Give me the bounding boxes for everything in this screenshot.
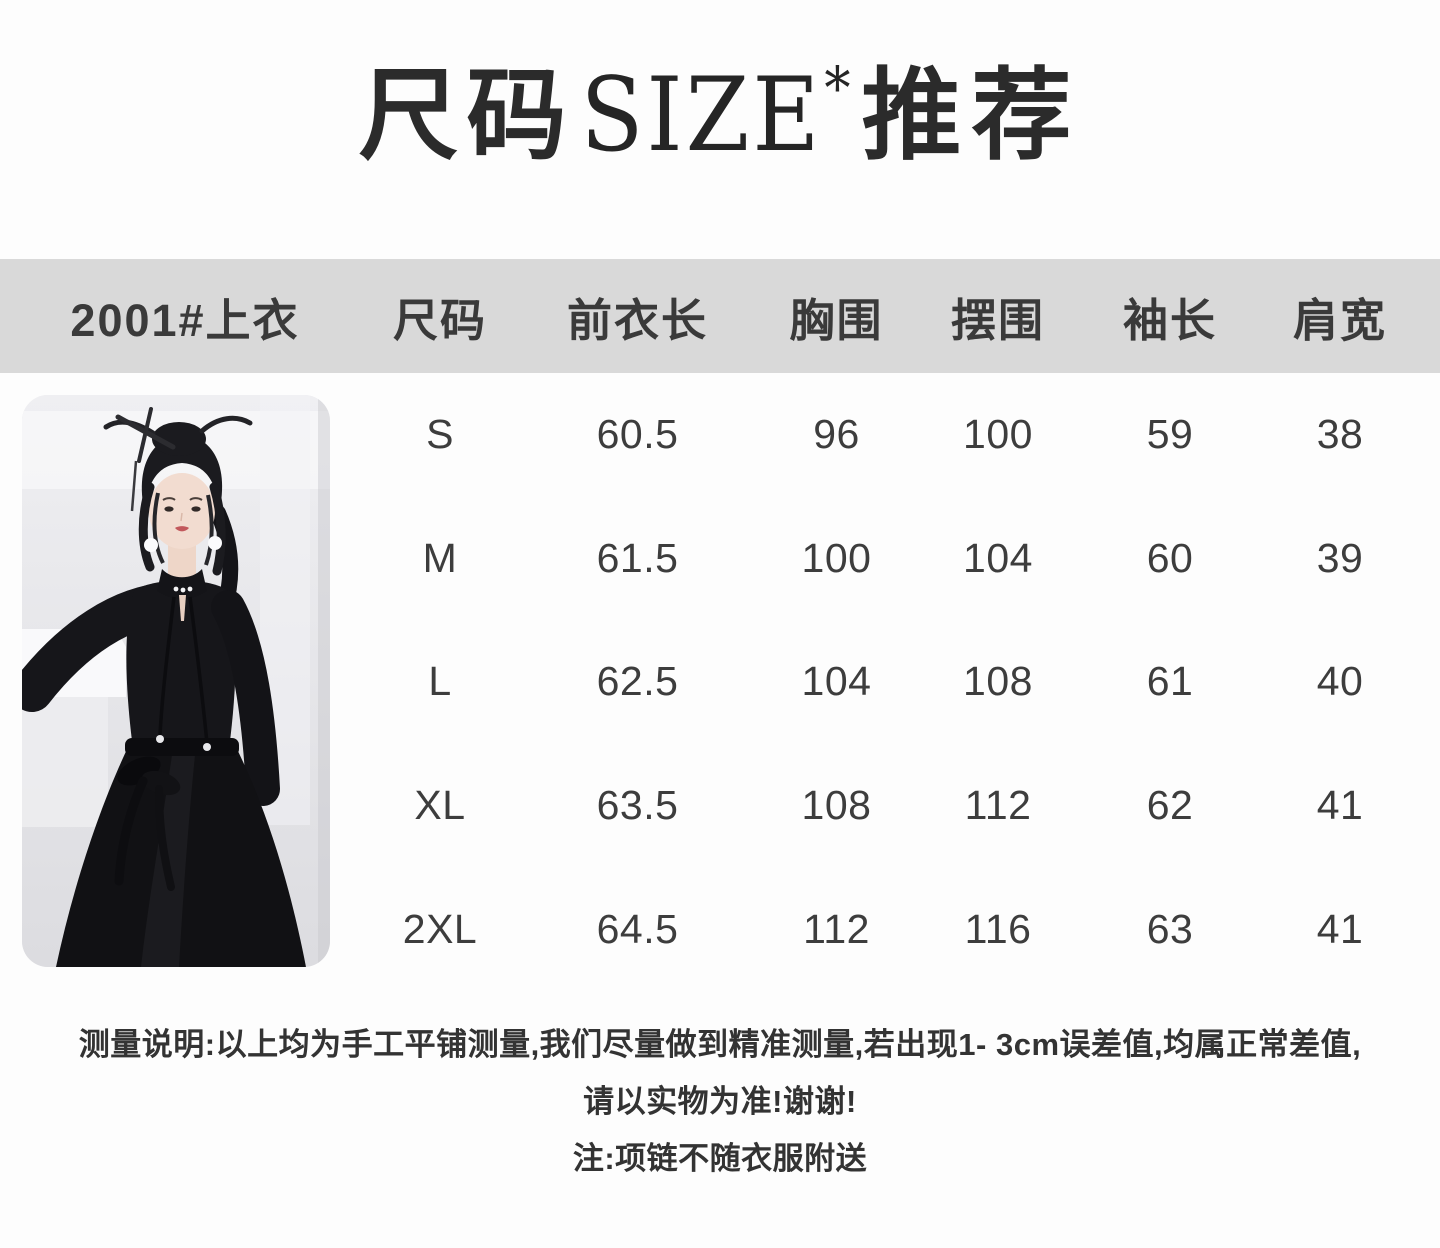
size-cell: L [428,658,452,705]
table-row: S 60.5 96 100 59 38 [370,373,1440,497]
table-row: M 61.5 100 104 60 39 [370,497,1440,621]
size-cell: M [422,534,458,581]
bust-cell: 96 [813,411,860,458]
sleeve-cell: 61 [1146,658,1194,705]
title-zh-right: 推荐 [861,60,1082,172]
table-header-row: 2001#上衣 尺码 前衣长 胸围 摆围 袖长 肩宽 [0,259,1440,373]
product-photo [22,395,330,967]
header-col-bust: 胸围 [789,294,884,346]
header-col-hem: 摆围 [950,294,1045,346]
header-col-sleeve: 袖长 [1122,294,1217,346]
front-length-cell: 61.5 [596,534,679,581]
shoulder-cell: 38 [1316,411,1364,458]
size-cell: 2XL [402,905,478,952]
table-row: XL 63.5 108 112 62 41 [370,744,1440,868]
shoulder-cell: 41 [1316,782,1364,829]
header-col-size: 尺码 [392,294,487,346]
shoulder-cell: 41 [1316,905,1364,952]
hem-cell: 104 [963,534,1033,581]
hem-cell: 116 [964,905,1032,952]
sleeve-cell: 60 [1146,534,1194,581]
sleeve-cell: 63 [1146,905,1194,952]
note-line-3: 注:项链不随衣服附送 [572,1141,868,1176]
front-length-cell: 64.5 [596,905,679,952]
title-zh-left: 尺码 [358,60,575,172]
front-length-cell: 63.5 [596,782,679,829]
size-cell: XL [414,782,466,829]
bust-cell: 100 [801,534,872,581]
size-cell: S [426,411,454,458]
table-row: L 62.5 104 108 61 40 [370,620,1440,744]
measurement-notes: 测量说明:以上均为手工平铺测量,我们尽量做到精准测量,若出现1- 3cm误差值,… [0,1016,1440,1187]
sleeve-cell: 59 [1146,411,1194,458]
table-body: S 60.5 96 100 59 38 M 61.5 100 104 60 39… [0,373,1440,991]
hem-cell: 112 [964,782,1032,829]
title-latin: SIZE* [581,59,854,167]
front-length-cell: 60.5 [596,411,679,458]
shoulder-cell: 39 [1316,534,1364,581]
bust-cell: 108 [801,782,872,829]
hem-cell: 108 [963,658,1033,705]
header-col-front-length: 前衣长 [566,294,708,346]
page-title: 尺码 SIZE* 推荐 [0,36,1440,196]
table-row: 2XL 64.5 112 116 63 41 [370,867,1440,991]
note-line-1: 测量说明:以上均为手工平铺测量,我们尽量做到精准测量,若出现1- 3cm误差值,… [78,1027,1362,1062]
hem-cell: 100 [963,411,1033,458]
measurement-rows: S 60.5 96 100 59 38 M 61.5 100 104 60 39… [370,373,1440,991]
photo-column [0,373,370,991]
bust-cell: 112 [803,905,870,952]
header-col-shoulder: 肩宽 [1292,294,1387,346]
shoulder-cell: 40 [1316,658,1364,705]
model-photo-illustration [22,395,330,967]
note-line-2: 请以实物为准!谢谢! [583,1084,857,1119]
bust-cell: 104 [801,658,872,705]
front-length-cell: 62.5 [596,658,679,705]
title-latin-word: SIZE [580,56,823,175]
title-asterisk: * [824,54,854,122]
sleeve-cell: 62 [1146,782,1194,829]
header-product-label: 2001#上衣 [70,294,300,346]
